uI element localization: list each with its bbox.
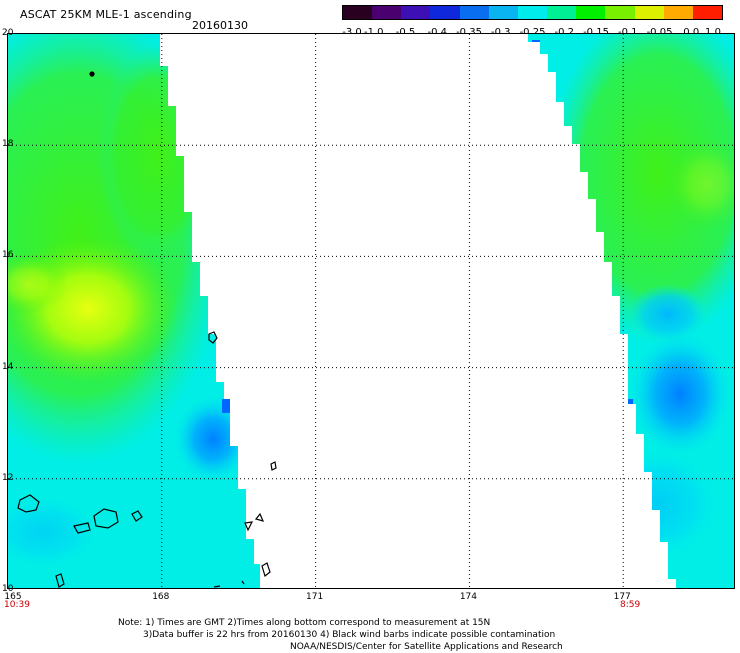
- colorbar-tick-label: -3.0: [342, 27, 362, 38]
- colorbar-tick-label: -0.05: [647, 27, 673, 38]
- map-date: 20160130: [192, 19, 248, 32]
- latitude-label: 14: [2, 361, 14, 372]
- colorbar-tick-label: 0.0: [683, 27, 699, 38]
- colorbar-segment: [430, 6, 460, 19]
- latitude-label: 20: [2, 28, 14, 38]
- map-panel[interactable]: [7, 33, 735, 589]
- colorbar-tick-label: -0.3: [491, 27, 511, 38]
- colorbar-tick-label: -0.35: [456, 27, 482, 38]
- footer-notes: Note: 1) Times are GMT 2)Times along bot…: [118, 617, 563, 653]
- colorbar-tick-label: -0.25: [520, 27, 546, 38]
- colorbar-tick-label: -0.1: [618, 27, 638, 38]
- longitude-label: 177: [613, 592, 631, 602]
- west-swath: [8, 34, 260, 588]
- colorbar-segment: [488, 6, 518, 19]
- colorbar-segment: [634, 6, 664, 19]
- colorbar-tick-label: -0.5: [396, 27, 416, 38]
- east-swath: [528, 34, 734, 588]
- longitude-label: 171: [306, 592, 324, 602]
- colorbar-tick-label: -0.15: [583, 27, 609, 38]
- colorbar-tick-label: -1.0: [364, 27, 384, 38]
- longitude-label: 168: [152, 592, 170, 602]
- map-title: ASCAT 25KM MLE-1 ascending: [20, 8, 192, 21]
- colorbar-segment: [692, 6, 723, 19]
- colorbar-segment: [401, 6, 431, 19]
- colorbar-tick-label: -0.4: [427, 27, 447, 38]
- colorbar-segment: [372, 6, 402, 19]
- colorbar-segment: [517, 6, 548, 19]
- note-line-2: 3)Data buffer is 22 hrs from 20160130 4)…: [143, 630, 556, 640]
- island-outlines: [17, 71, 277, 588]
- colorbar-tick-label: 1.0: [705, 27, 721, 38]
- colorbar-segment: [576, 6, 606, 19]
- colorbar-segment: [343, 6, 373, 19]
- map-grid: [8, 34, 734, 588]
- latitude-label: 16: [2, 250, 14, 261]
- colorbar-tick-label: -0.2: [554, 27, 574, 38]
- colorbar-segment: [459, 6, 489, 19]
- colorbar-segment: [547, 6, 577, 19]
- longitude-label: 174: [459, 592, 477, 602]
- note-line-1: Note: 1) Times are GMT 2)Times along bot…: [118, 618, 491, 628]
- longitude-label: 165: [4, 592, 22, 602]
- colorbar-segment: [605, 6, 635, 19]
- map-canvas: [8, 34, 734, 588]
- colorbar: [342, 5, 723, 20]
- start-time: 10:39: [4, 600, 30, 610]
- colorbar-labels: -3.0-1.0-0.5-0.4-0.35-0.3-0.25-0.2-0.15-…: [342, 27, 723, 39]
- end-time: 8:59: [620, 600, 641, 610]
- latitude-label: 18: [2, 139, 14, 150]
- colorbar-segment: [663, 6, 693, 19]
- latitude-label: 10: [2, 584, 14, 594]
- latitude-label: 12: [2, 472, 14, 483]
- note-line-3: NOAA/NESDIS/Center for Satellite Applica…: [290, 642, 563, 652]
